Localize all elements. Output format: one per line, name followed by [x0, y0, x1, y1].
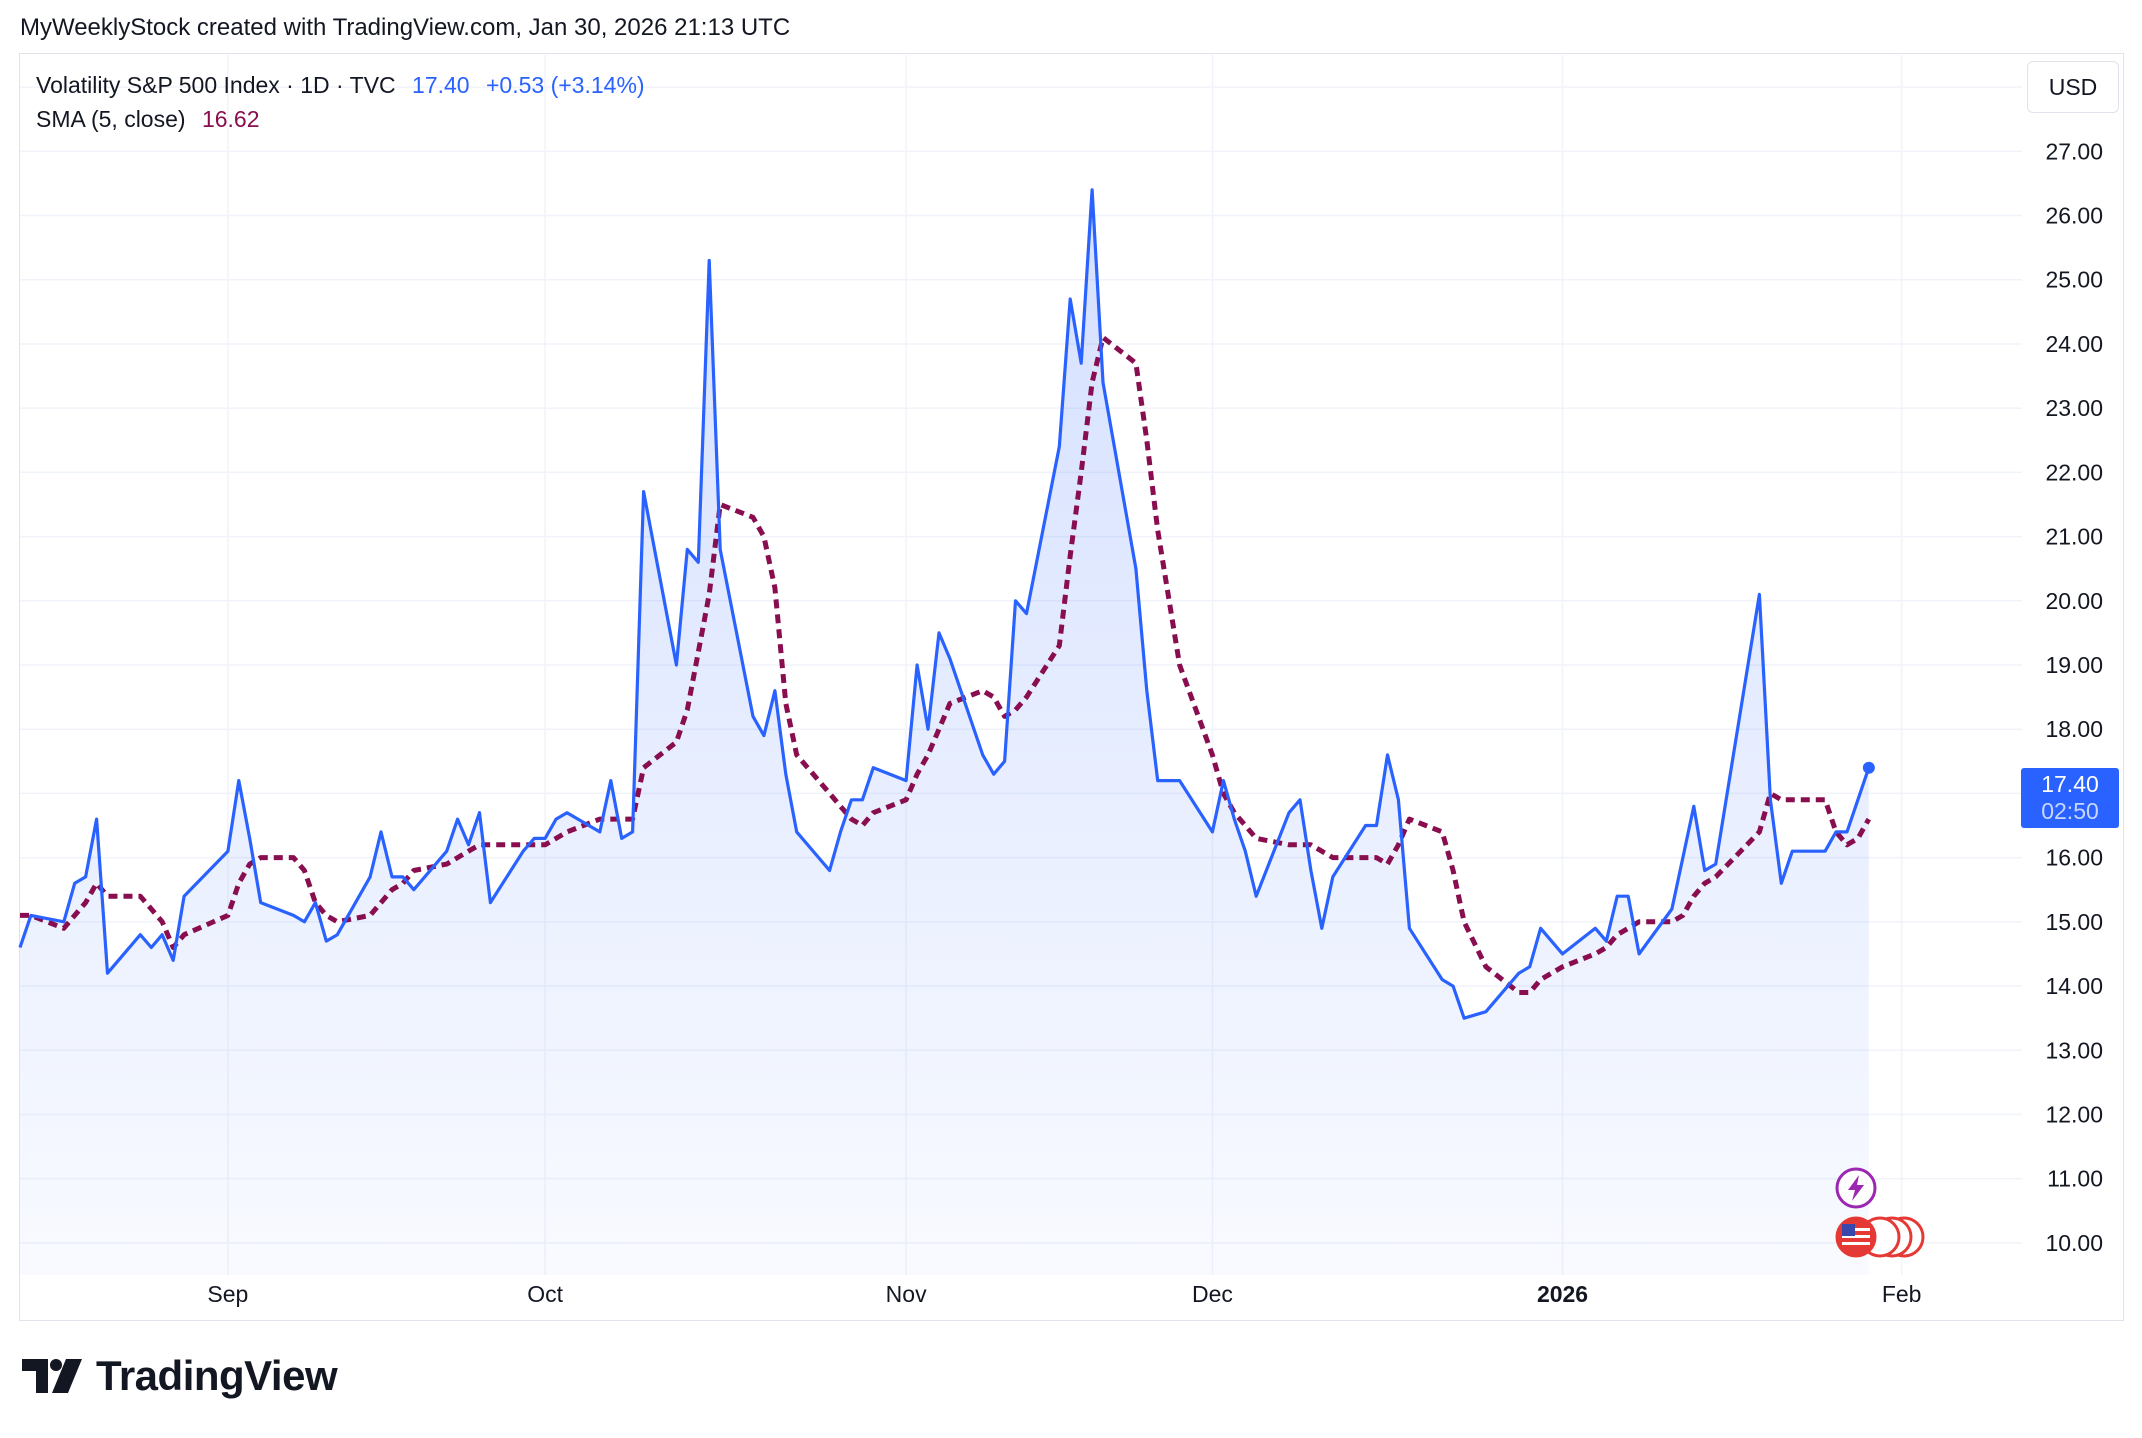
series — [18, 188, 1875, 1275]
x-tick-label: Dec — [1192, 1281, 1233, 1307]
last-price-dot — [1862, 761, 1875, 774]
us-flag-icon-group[interactable] — [1834, 1215, 1930, 1259]
legend-change: +0.53 (+3.14%) — [486, 72, 645, 98]
x-tick-label: Nov — [886, 1281, 927, 1307]
y-axis: 10.0011.0012.0013.0014.0015.0016.0017.00… — [2045, 74, 2103, 1256]
last-price-value: 17.40 — [2041, 771, 2099, 797]
y-tick-label: 16.00 — [2045, 845, 2103, 871]
y-tick-label: 22.00 — [2045, 459, 2103, 485]
brand-name: TradingView — [96, 1352, 338, 1399]
y-tick-label: 12.00 — [2045, 1101, 2103, 1127]
lightning-icon[interactable] — [1834, 1166, 1878, 1210]
price-area-fill — [20, 189, 1869, 1275]
last-price-tag: 17.40 02:50 — [2021, 768, 2119, 828]
y-tick-label: 25.00 — [2045, 267, 2103, 293]
y-tick-label: 23.00 — [2045, 395, 2103, 421]
y-tick-label: 26.00 — [2045, 203, 2103, 229]
y-tick-label: 14.00 — [2045, 973, 2103, 999]
x-tick-label: Oct — [527, 1281, 563, 1307]
chart-frame — [19, 53, 2124, 1321]
x-tick-label: 2026 — [1537, 1281, 1588, 1307]
y-tick-label: 18.00 — [2045, 716, 2103, 742]
tradingview-brand[interactable]: TradingView — [22, 1352, 338, 1400]
bar-countdown: 02:50 — [2041, 798, 2099, 824]
currency-button[interactable]: USD — [2027, 61, 2119, 113]
y-tick-label: 10.00 — [2045, 1230, 2103, 1256]
x-axis: Sep Oct Nov Dec 2026 Feb — [207, 1281, 1921, 1307]
legend-last-price: 17.40 — [412, 72, 470, 98]
us-flag-icon — [1835, 1216, 1925, 1258]
x-tick-label: Feb — [1882, 1281, 1922, 1307]
legend-symbol: Volatility S&P 500 Index · 1D · TVC — [36, 72, 396, 98]
y-tick-label: 11.00 — [2047, 1166, 2103, 1192]
y-tick-label: 13.00 — [2045, 1037, 2103, 1063]
legend-sma-label: SMA (5, close) — [36, 106, 186, 132]
y-tick-label: 24.00 — [2045, 331, 2103, 357]
x-tick-label: Sep — [207, 1281, 248, 1307]
y-tick-label: 21.00 — [2045, 524, 2103, 550]
sma-line — [20, 335, 1871, 995]
tradingview-logo-icon — [22, 1359, 82, 1393]
price-line — [18, 188, 1871, 1020]
attribution-text: MyWeeklyStock created with TradingView.c… — [20, 14, 791, 41]
y-tick-label: 27.00 — [2045, 138, 2103, 164]
legend-sma-value: 16.62 — [201, 106, 260, 132]
y-tick-label: 20.00 — [2045, 588, 2103, 614]
legend-sma[interactable]: SMA (5, close) 16.62 — [36, 106, 270, 133]
y-tick-label: 19.00 — [2045, 652, 2103, 678]
legend-main[interactable]: Volatility S&P 500 Index · 1D · TVC 17.4… — [36, 72, 655, 99]
y-tick-label: 15.00 — [2045, 909, 2103, 935]
